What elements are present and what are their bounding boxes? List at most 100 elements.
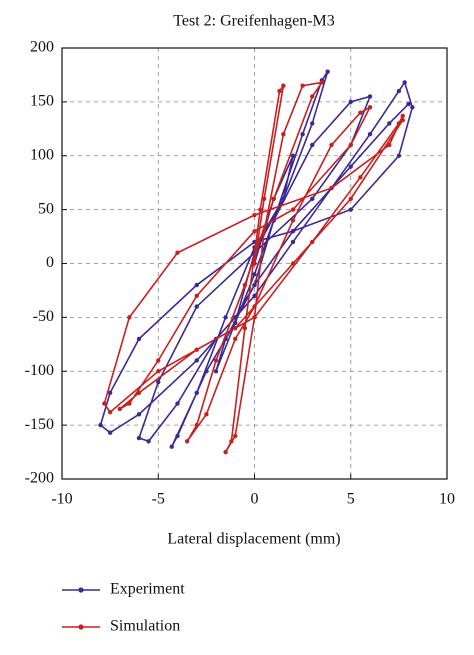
data-point xyxy=(107,409,113,415)
data-point xyxy=(107,430,113,435)
data-point xyxy=(156,369,161,374)
data-point xyxy=(194,358,199,363)
data-point xyxy=(387,142,392,148)
data-point xyxy=(290,261,296,266)
data-point xyxy=(175,433,180,439)
data-point xyxy=(204,369,209,374)
data-point xyxy=(233,320,238,325)
data-point xyxy=(194,422,199,428)
data-point xyxy=(410,105,415,110)
data-point xyxy=(242,282,248,288)
data-point xyxy=(310,239,315,245)
data-point xyxy=(146,439,151,444)
data-point xyxy=(107,390,113,395)
data-point xyxy=(98,422,103,428)
data-point xyxy=(358,110,363,115)
data-point xyxy=(194,304,199,309)
data-point xyxy=(290,239,296,245)
data-point xyxy=(136,412,142,417)
data-point xyxy=(136,435,142,441)
y-tick-label: 150 xyxy=(30,93,54,110)
data-point xyxy=(281,83,286,88)
data-point xyxy=(348,164,353,169)
chart-title: Test 2: Greifenhagen-M3 xyxy=(173,13,335,30)
x-tick-label: -10 xyxy=(51,491,72,508)
data-point xyxy=(402,80,407,85)
data-point xyxy=(319,80,325,85)
legend-label: Experiment xyxy=(110,581,185,598)
x-axis-label: Lateral displacement (mm) xyxy=(167,531,340,548)
data-point xyxy=(290,228,296,234)
data-point xyxy=(329,142,334,148)
y-tick-label: 0 xyxy=(46,254,54,271)
data-point xyxy=(252,282,257,288)
x-tick-label: 0 xyxy=(251,491,259,508)
x-tick-label: 5 xyxy=(347,491,355,508)
data-point xyxy=(400,117,405,123)
data-point xyxy=(252,272,257,277)
legend-label: Simulation xyxy=(110,618,180,635)
data-point xyxy=(329,185,334,191)
y-tick-label: -150 xyxy=(25,416,54,433)
data-point xyxy=(310,121,315,126)
data-point xyxy=(233,315,238,320)
data-point xyxy=(290,218,296,223)
data-point xyxy=(281,196,286,202)
data-point xyxy=(271,196,276,202)
data-point xyxy=(261,228,267,234)
data-point xyxy=(290,207,296,212)
data-point xyxy=(252,261,257,266)
data-point xyxy=(242,325,248,331)
data-point xyxy=(252,304,257,309)
data-point xyxy=(175,250,180,255)
data-point xyxy=(194,293,199,299)
data-point xyxy=(117,406,122,412)
legend-marker xyxy=(78,587,84,593)
data-point xyxy=(233,336,238,342)
data-point xyxy=(213,358,219,363)
data-point xyxy=(233,433,238,439)
data-point xyxy=(281,132,286,137)
data-point xyxy=(223,315,228,320)
data-point xyxy=(194,390,199,395)
data-point xyxy=(156,358,161,363)
series-line xyxy=(99,71,414,448)
data-point xyxy=(252,212,257,218)
y-tick-label: 200 xyxy=(30,39,54,56)
data-point xyxy=(348,207,353,212)
data-point xyxy=(396,121,402,126)
data-point xyxy=(194,282,199,288)
data-point xyxy=(136,390,142,395)
plot-frame xyxy=(61,47,448,480)
legend-marker xyxy=(78,624,84,630)
data-point xyxy=(300,83,305,88)
data-point xyxy=(367,105,373,110)
data-point xyxy=(367,132,373,137)
data-point xyxy=(367,94,373,99)
data-point xyxy=(348,99,353,105)
data-point xyxy=(358,175,363,180)
data-point xyxy=(252,315,257,320)
data-point xyxy=(348,196,353,202)
data-point xyxy=(406,101,411,107)
data-point xyxy=(310,94,315,99)
data-point xyxy=(184,439,190,444)
data-point xyxy=(396,153,402,158)
data-point xyxy=(252,228,257,234)
data-point xyxy=(169,444,174,449)
y-tick-label: 50 xyxy=(38,200,54,217)
data-point xyxy=(223,449,228,455)
data-point xyxy=(277,88,282,94)
data-point xyxy=(290,153,296,158)
y-tick-label: -200 xyxy=(25,470,54,487)
data-point xyxy=(252,293,257,299)
data-point xyxy=(213,369,219,374)
y-tick-label: -50 xyxy=(33,308,54,325)
data-point xyxy=(300,132,305,137)
data-point xyxy=(127,315,132,320)
data-point xyxy=(258,207,263,212)
data-point xyxy=(233,325,238,331)
data-point xyxy=(261,196,267,202)
data-point xyxy=(325,69,330,74)
